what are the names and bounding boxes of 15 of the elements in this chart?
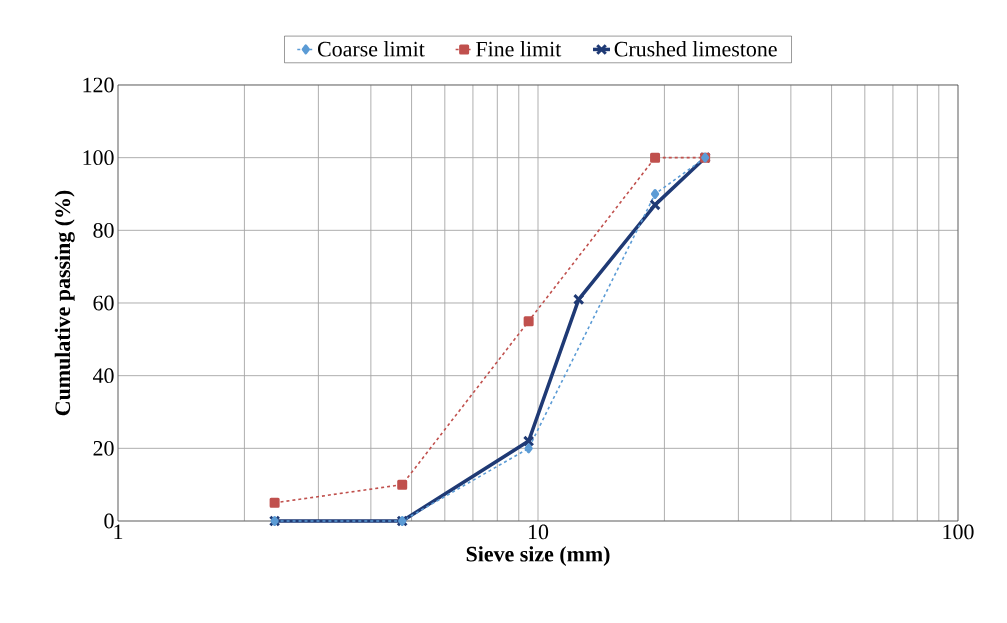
y-tick-label: 40	[92, 368, 114, 384]
x-tick-label: 10	[528, 524, 549, 540]
x-tick-label: 100	[943, 524, 974, 540]
y-tick-label: 80	[93, 222, 114, 238]
y-tick-label: 120	[83, 77, 114, 93]
y-tick-label: 60	[93, 295, 114, 311]
x-tick-label: 1	[114, 524, 123, 539]
legend-label: Crushed limestone	[614, 41, 777, 57]
legend-label: Coarse limit	[317, 41, 425, 57]
y-tick-label: 100	[83, 150, 114, 166]
y-tick-label: 20	[93, 440, 114, 456]
y-tick-label: 0	[104, 513, 114, 529]
x-axis-title: Sieve size (mm)	[466, 546, 610, 567]
legend-label: Fine limit	[476, 41, 562, 57]
y-axis-title: Cumulative passing (%)	[54, 190, 75, 416]
